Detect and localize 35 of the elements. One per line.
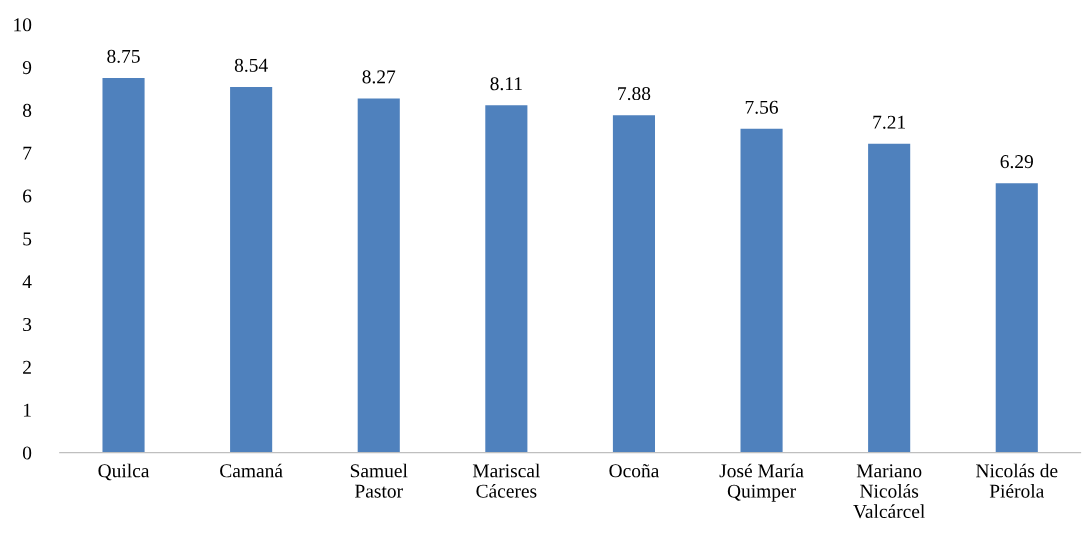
bar (995, 183, 1038, 453)
x-tick-label: Camaná (220, 463, 283, 478)
data-label: 8.54 (234, 58, 268, 72)
bar (102, 77, 145, 453)
bar (612, 115, 656, 453)
bar (485, 105, 528, 453)
data-label: 7.88 (618, 86, 651, 101)
data-label: 8.75 (107, 49, 140, 63)
x-tick-label: Nicolás de Piérola (976, 463, 1058, 498)
y-tick-label: 8 (22, 103, 32, 117)
x-tick-label: Ocoña (609, 464, 660, 478)
data-label: 7.21 (873, 115, 906, 129)
y-tick-label: 1 (23, 403, 31, 417)
data-label: 7.56 (745, 100, 778, 114)
y-tick-label: 10 (14, 18, 32, 32)
y-tick-label: 0 (22, 446, 32, 460)
y-tick-label: 7 (23, 146, 32, 160)
bar (230, 86, 273, 453)
data-label: 8.11 (490, 77, 522, 91)
data-label: 6.29 (1000, 155, 1033, 169)
y-tick-label: 6 (23, 189, 32, 203)
y-tick-label: 5 (23, 232, 32, 246)
x-tick-label: Mariano Nicolás Valcárcel (853, 464, 925, 519)
x-tick-label: Samuel Pastor (350, 463, 408, 498)
y-tick-label: 9 (22, 61, 32, 75)
y-tick-label: 2 (23, 360, 31, 374)
bar (868, 143, 911, 453)
data-label: 8.27 (362, 70, 396, 84)
x-tick-label: Mariscal Cáceres (472, 463, 540, 498)
bar (740, 128, 783, 453)
y-tick-label: 3 (23, 317, 32, 332)
x-tick-label: Quilca (98, 463, 150, 481)
y-tick-label: 4 (22, 275, 32, 289)
x-tick-label: José María Quimper (719, 463, 804, 502)
bar (357, 98, 400, 453)
